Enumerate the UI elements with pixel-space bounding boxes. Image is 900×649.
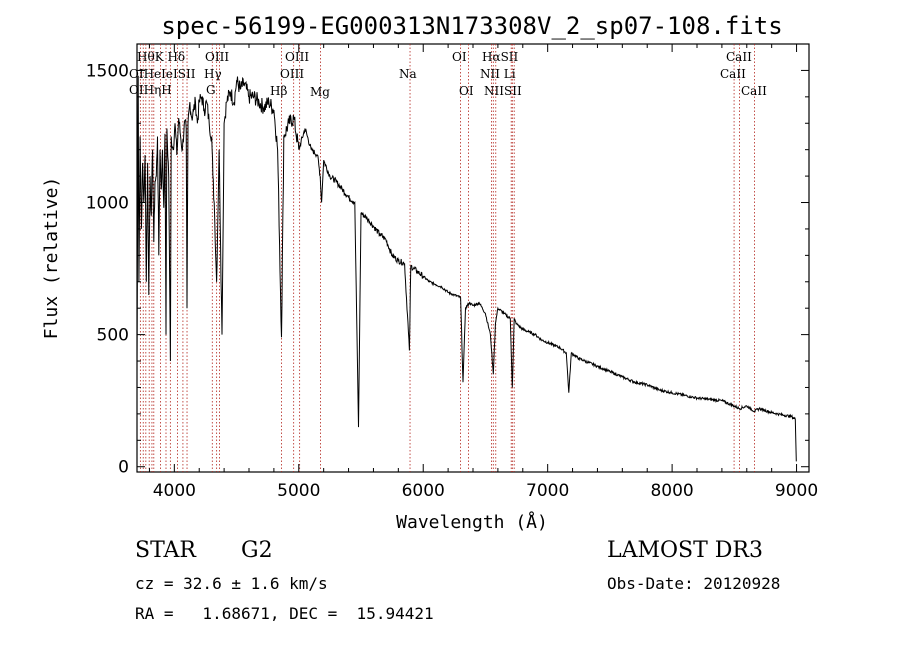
line-label: NIISII [484, 84, 522, 98]
ra-dec: RA = 1.68671, DEC = 15.94421 [135, 604, 434, 623]
x-tick-label: 6000 [402, 481, 445, 501]
line-label: OIII [285, 50, 309, 64]
line-label: HθK Hδ [137, 50, 185, 64]
line-label: OIII [205, 50, 229, 64]
line-label: CaII [720, 67, 746, 81]
plot-frame [136, 43, 810, 473]
y-tick-label: 1000 [86, 194, 129, 214]
line-label: G [206, 83, 216, 97]
spectrum-line [136, 75, 797, 462]
line-label: Na [399, 67, 417, 81]
x-tick-label: 7000 [526, 481, 569, 501]
spectrum-trace [136, 75, 797, 462]
object-class: STAR [135, 538, 196, 563]
line-label: OIII [280, 67, 304, 81]
axis-ticks: 4000 5000 6000 7000 8000 9000 0 500 1000 1500 [86, 44, 818, 501]
spectral-subclass: G2 [241, 538, 273, 563]
line-label: NII Li [480, 67, 516, 81]
y-tick-label: 500 [97, 326, 129, 346]
x-tick-label: 9000 [775, 481, 818, 501]
line-label: OIHηH [129, 83, 172, 97]
line-label: Mg [310, 85, 330, 99]
x-tick-label: 8000 [650, 481, 693, 501]
chart-title: spec-56199-EG000313N173308V_2_sp07-108.f… [161, 12, 782, 40]
line-label: HαSII [482, 50, 519, 64]
line-label: Hβ [270, 84, 287, 98]
survey-name: LAMOST DR3 [607, 538, 763, 563]
line-label: OI [452, 50, 467, 64]
y-axis-label: Flux (relative) [41, 177, 62, 340]
x-tick-label: 4000 [153, 481, 196, 501]
line-label: CaII [741, 84, 767, 98]
line-label: Hγ [204, 67, 222, 81]
line-label: OI [459, 84, 474, 98]
x-tick-label: 5000 [277, 481, 320, 501]
y-tick-label: 1500 [86, 61, 129, 81]
line-label: OIHeIeISII [129, 67, 196, 81]
line-label: CaII [726, 50, 752, 64]
x-axis-label: Wavelength (Å) [396, 511, 548, 533]
reference-lines [139, 44, 755, 472]
obs-date: Obs-Date: 20120928 [607, 574, 781, 593]
y-tick-label: 0 [118, 458, 129, 478]
redshift-cz: cz = 32.6 ± 1.6 km/s [135, 574, 328, 593]
